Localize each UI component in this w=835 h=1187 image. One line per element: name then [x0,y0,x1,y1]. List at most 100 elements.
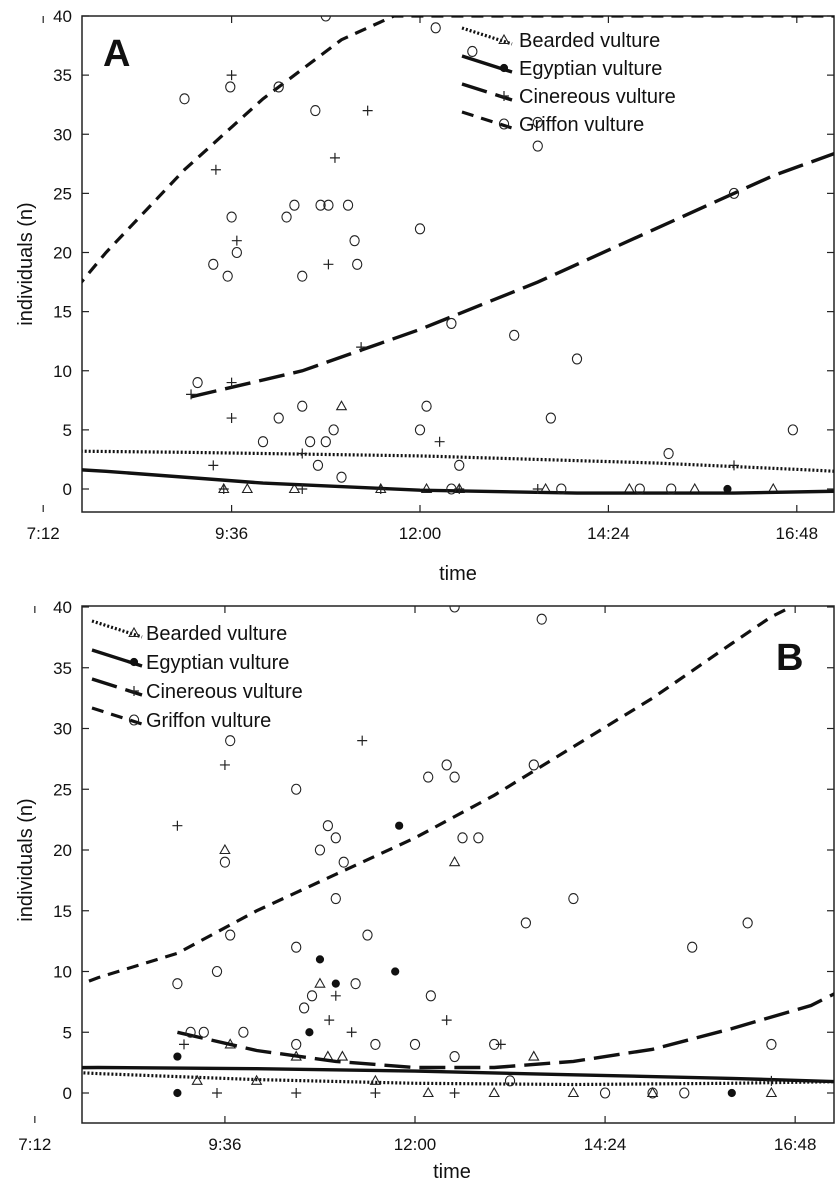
egyptian-vulture-point [305,1028,314,1037]
bearded-vulture-point [420,482,433,494]
legend-label: Cinereous vulture [519,86,676,108]
griffon-vulture-point [291,941,302,953]
x-tick-label: 9:36 [208,1135,241,1154]
griffon-vulture-point [315,199,326,211]
y-tick-label: 25 [53,780,72,799]
griffon-vulture-point [545,412,556,424]
griffon-vulture-point [225,929,236,941]
griffon-vulture-point [198,1026,209,1038]
legend-marker-triangle [498,33,510,45]
griffon-vulture-point [226,211,237,223]
griffon-vulture-point [338,856,349,868]
griffon-vulture-point [281,211,292,223]
cinereous-vulture-point [226,70,237,81]
griffon-vulture-point [330,893,341,905]
panel-letter-b: B [776,637,803,679]
egyptian-vulture-point [173,1088,182,1098]
griffon-vulture-point [328,424,339,436]
griffon-vulture-point [568,893,579,905]
legend-marker-plus [129,686,139,696]
cinereous-vulture-trend-line [177,992,834,1070]
x-axis-title: time [439,563,477,585]
griffon-vulture-point [304,436,316,448]
bearded-vulture-point [335,400,348,411]
egyptian-vulture-point [315,955,325,964]
bearded-vulture-point [369,1074,382,1085]
legend-label: Bearded vulture [146,623,287,645]
egyptian-vulture-point [395,821,404,830]
bearded-vulture-point [336,1050,349,1061]
griffon-vulture-point [423,771,434,783]
griffon-vulture-point [322,820,334,832]
legend-label: Griffon vulture [519,114,644,136]
griffon-vulture-point [257,436,269,448]
x-tick-label: 14:24 [587,524,630,543]
griffon-vulture-point [449,771,460,783]
cinereous-vulture-point [766,1075,777,1086]
griffon-vulture-point [323,199,334,211]
legend-marker-filled-circle [499,63,509,73]
griffon-vulture-point [320,436,331,448]
cinereous-vulture-point [495,1039,506,1050]
legend-marker-open-circle [128,714,140,726]
griffon-vulture-point [787,424,799,436]
griffon-vulture-point [297,270,308,282]
bearded-vulture-point [219,843,231,855]
griffon-vulture-point [179,93,190,105]
cinereous-vulture-point [297,484,308,494]
bearded-vulture-point [314,977,326,988]
egyptian-vulture-point [173,1052,182,1061]
legend-item-griffon-vulture: Griffon vulture [461,110,644,136]
cinereous-vulture-point [729,460,739,471]
y-tick-label: 5 [63,421,72,440]
griffon-vulture-point [306,990,318,1002]
griffon-vulture-point [504,1075,516,1087]
legend-marker-open-circle [498,118,510,130]
griffon-vulture-point [647,1087,658,1099]
griffon-vulture-point [449,1051,460,1063]
cinereous-vulture-point [434,436,445,447]
cinereous-vulture-point [179,1039,189,1050]
panel-b: B individuals (n) time 0 5 10 15 20 25 30 35 40 7… [15,598,835,1183]
cinereous-vulture-point [356,342,367,353]
griffon-vulture-point [362,929,373,941]
griffon-vulture-point [679,1087,690,1099]
cinereous-vulture-point [218,484,229,494]
griffon-vulture-point [532,140,543,152]
griffon-vulture-point [314,844,326,856]
x-tick-label: 16:48 [774,1135,817,1154]
panel-letter-a: A [103,33,130,75]
legend-line-sample [461,110,513,130]
griffon-vulture-point [298,1002,310,1014]
cinereous-vulture-point [346,1027,357,1038]
griffon-vulture-point [634,483,645,495]
griffon-vulture-point [663,447,674,460]
cinereous-vulture-point [330,990,341,1001]
cinereous-vulture-point [208,460,219,471]
cinereous-vulture-point [370,1088,381,1098]
griffon-vulture-point [349,235,360,247]
griffon-vulture-point [687,941,698,953]
y-tick-label: 30 [53,720,72,739]
egyptian-vulture-point [391,967,400,976]
griffon-vulture-point [430,22,441,34]
griffon-vulture-point [446,483,457,495]
griffon-vulture-point [446,317,457,330]
cinereous-vulture-point [212,1088,222,1098]
griffon-vulture-point [310,105,321,117]
cinereous-vulture-point [362,105,373,116]
griffon-vulture-point [728,187,740,199]
griffon-vulture-point [297,400,308,412]
y-tick-label: 0 [63,1084,72,1103]
cinereous-vulture-point [297,448,308,459]
bearded-vulture-point [488,1086,500,1098]
griffon-vulture-point [599,1087,611,1099]
griffon-vulture-point [457,832,468,844]
legend-marker-triangle [128,626,140,638]
bearded-vulture-point [288,482,301,494]
griffon-vulture-point [330,832,341,844]
griffon-vulture-point [421,400,432,412]
legend-marker-filled-circle [129,657,139,667]
griffon-vulture-point [225,735,236,747]
